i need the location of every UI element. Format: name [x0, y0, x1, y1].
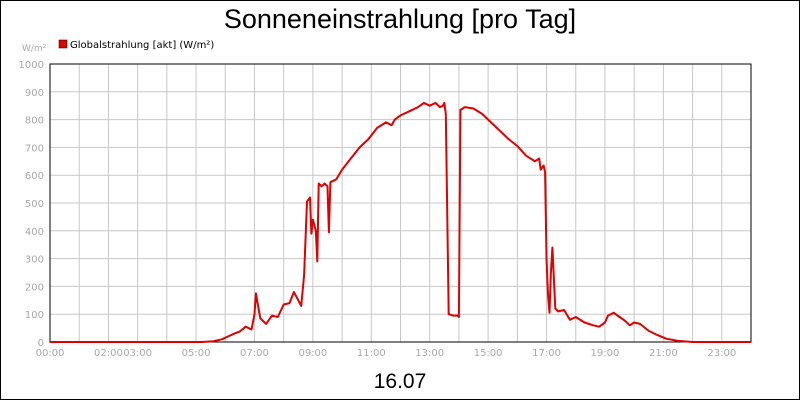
legend-label: Globalstrahlung [akt] (W/m²)	[70, 40, 214, 51]
x-tick-label: 03:00	[123, 348, 152, 359]
x-tick-label: 00:00	[36, 348, 65, 359]
y-tick-label: 500	[25, 199, 44, 210]
x-tick-label: 02:00	[94, 348, 123, 359]
y-tick-label: 300	[25, 255, 44, 266]
x-tick-label: 05:00	[182, 348, 211, 359]
x-tick-label: 21:00	[649, 348, 678, 359]
x-tick-labels: 00:00 02:00 03:00 05:00 07:00 09:00 11:00 13:00…	[36, 348, 737, 359]
x-tick-label: 17:00	[532, 348, 561, 359]
y-tick-label: 100	[25, 310, 44, 321]
y-tick-label: 600	[25, 171, 44, 182]
y-tick-labels: 0 100 200 300 400 500 600 700 800 900 1000	[19, 60, 44, 349]
x-tick-label: 15:00	[474, 348, 503, 359]
plot-area-border	[49, 63, 752, 343]
y-tick-label: 200	[25, 282, 44, 293]
y-tick-label: 0	[38, 338, 44, 349]
y-tick-label: 1000	[19, 60, 44, 71]
x-tick-label: 13:00	[415, 348, 444, 359]
chart-title: Sonneneinstrahlung [pro Tag]	[224, 4, 576, 34]
x-tick-label: 09:00	[298, 348, 327, 359]
y-tick-label: 400	[25, 227, 44, 238]
series-line-globalstrahlung	[50, 101, 751, 343]
x-tick-label: 11:00	[357, 348, 386, 359]
legend-swatch	[58, 39, 68, 49]
y-tick-label: 700	[25, 143, 44, 154]
chart-date: 16.07	[374, 370, 427, 393]
x-tick-label: 07:00	[240, 348, 269, 359]
y-tick-label: 800	[25, 116, 44, 127]
x-tick-label: 19:00	[591, 348, 620, 359]
grid	[50, 64, 751, 342]
y-tick-label: 900	[25, 88, 44, 99]
x-tick-label: 23:00	[707, 348, 736, 359]
y-axis-unit: W/m²	[22, 44, 47, 54]
